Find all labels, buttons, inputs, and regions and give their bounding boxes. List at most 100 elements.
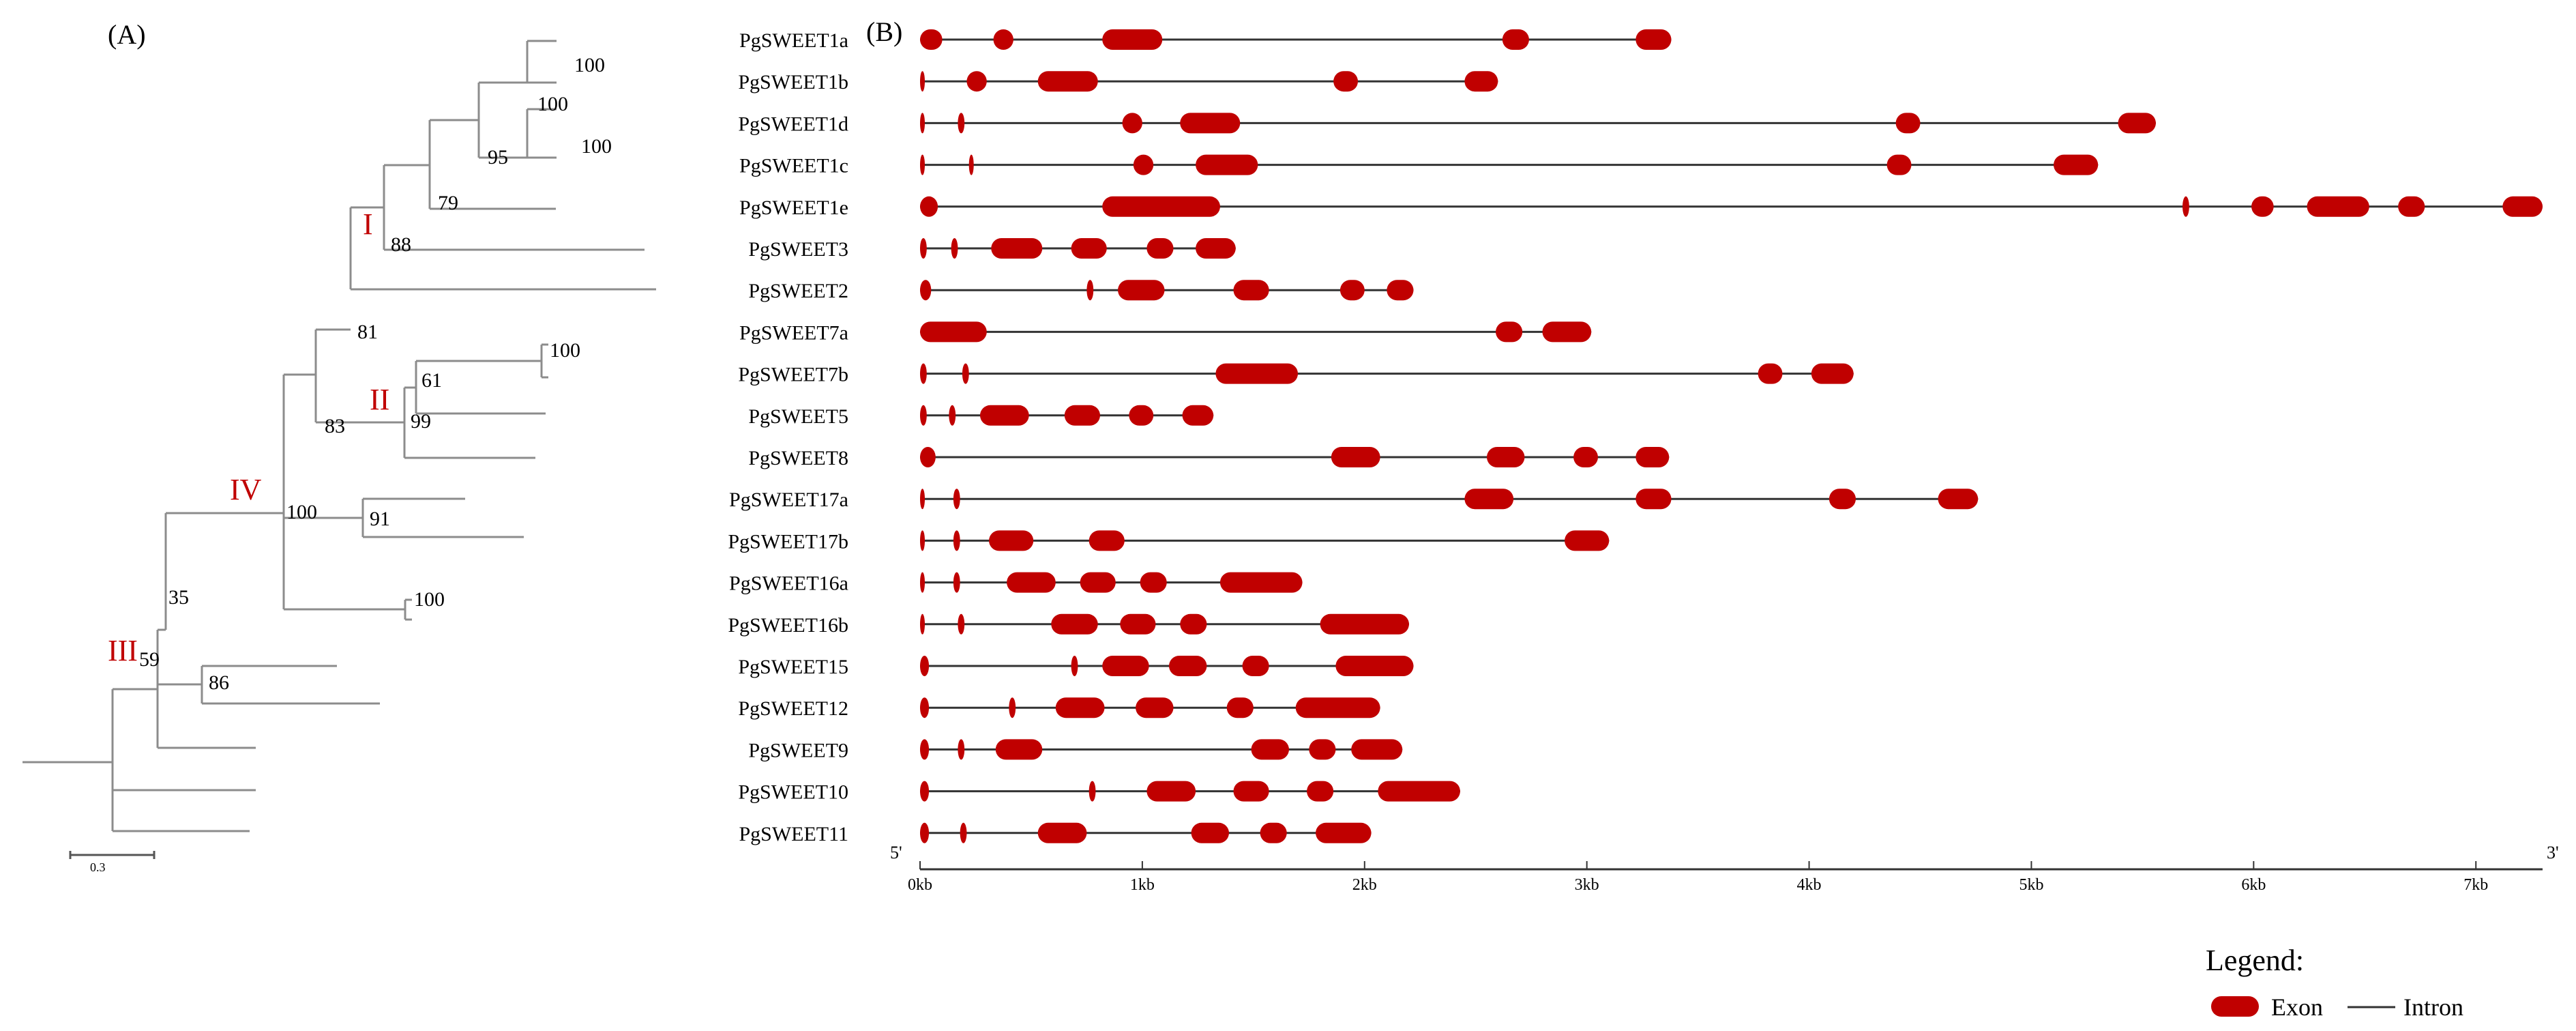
exon-block [1335, 656, 1414, 676]
exon-block [920, 71, 925, 92]
exon-block [958, 113, 965, 134]
clade-label-iv: IV [230, 473, 262, 506]
axis-tick-label: 1kb [1130, 876, 1155, 894]
exon-block [1191, 822, 1229, 843]
gene-row: PgSWEET1a [739, 29, 1672, 52]
exon-block [1502, 29, 1529, 50]
exon-block [1071, 656, 1078, 676]
exon-block [1333, 71, 1359, 92]
exon-block [1307, 781, 1334, 802]
exon-block [1387, 280, 1414, 301]
gene-name: PgSWEET12 [738, 697, 848, 720]
exon-block [958, 613, 965, 635]
exon-block [1037, 822, 1087, 843]
bootstrap-value: 79 [438, 192, 458, 214]
axis-ticks: 0kb 1kb 2kb 3kb 4kb 5kb 6kb 7kb [908, 861, 2488, 894]
exon-block [1215, 363, 1299, 384]
exon-block [951, 238, 958, 259]
kb-axis: 5' 3' 0kb 1kb 2kb 3kb 4kb 5kb 6kb 7kb [890, 843, 2559, 894]
five-prime-end-label: 5' [890, 843, 902, 862]
exon-block [1758, 363, 1783, 384]
exon-block [1295, 697, 1380, 718]
exon-block [920, 822, 930, 843]
exon-block [953, 572, 960, 593]
axis-tick-label: 2kb [1352, 876, 1377, 894]
panel-b-label: (B) [866, 16, 902, 47]
exon-block [920, 697, 930, 718]
bootstrap-value: 100 [550, 339, 580, 362]
bootstrap-value: 86 [209, 671, 229, 694]
gene-name: PgSWEET1a [739, 29, 848, 52]
exon-block [1182, 405, 1214, 426]
gene-row: PgSWEET12 [738, 697, 1380, 720]
exon-block [1464, 489, 1514, 510]
exon-block [1886, 154, 1912, 175]
gene-row: PgSWEET7a [739, 321, 1592, 344]
three-prime-end-label: 3' [2547, 843, 2559, 862]
exon-block [920, 196, 938, 217]
exon-block [920, 656, 930, 676]
axis-tick-label: 5kb [2019, 876, 2043, 894]
gene-name: PgSWEET2 [748, 280, 848, 302]
exon-block [2118, 113, 2156, 134]
gene-row: PgSWEET17b [728, 530, 1610, 553]
exon-block [1180, 613, 1207, 635]
legend-title: Legend: [2206, 944, 2304, 977]
axis-tick-label: 3kb [1575, 876, 1599, 894]
gene-name: PgSWEET16a [729, 572, 848, 595]
exon-block [920, 781, 930, 802]
gene-row: PgSWEET7b [738, 363, 1854, 386]
gene-name: PgSWEET8 [748, 447, 848, 469]
bootstrap-value: 100 [414, 588, 445, 611]
exon-block [1102, 656, 1149, 676]
gene-name: PgSWEET1c [739, 155, 848, 177]
exon-block [1487, 447, 1525, 467]
panel-a-phylogenetic-tree [23, 40, 656, 859]
bootstrap-value: 35 [168, 586, 189, 609]
bootstrap-value: 100 [574, 54, 605, 76]
exon-block [920, 29, 943, 50]
exon-block [1496, 321, 1523, 343]
bootstrap-value: 59 [139, 648, 160, 671]
gene-name: PgSWEET1e [739, 197, 848, 219]
exon-block [1309, 739, 1336, 760]
exon-block [991, 238, 1043, 259]
axis-tick-label: 0kb [908, 876, 932, 894]
gene-row: PgSWEET16b [728, 613, 1409, 637]
exon-block [920, 447, 936, 467]
gene-row: PgSWEET5 [748, 405, 1214, 428]
exon-block [1339, 280, 1365, 301]
legend-exon-swatch [2211, 996, 2259, 1017]
exon-block [1573, 447, 1598, 467]
exon-block [1895, 113, 1921, 134]
exon-block [979, 405, 1029, 426]
exon-block [1080, 572, 1116, 593]
exon-block [960, 822, 967, 843]
exon-block [920, 321, 987, 343]
exon-block [1233, 280, 1269, 301]
exon-block [1242, 656, 1269, 676]
legend-exon-label: Exon [2271, 993, 2323, 1021]
exon-block [1251, 739, 1289, 760]
bootstrap-value: 83 [325, 415, 345, 437]
exon-block [993, 29, 1013, 50]
gene-name: PgSWEET17b [728, 530, 848, 553]
gene-row: PgSWEET9 [748, 739, 1403, 761]
exon-block [1146, 238, 1174, 259]
exon-block [1071, 238, 1107, 259]
clade-label-iii: III [108, 634, 138, 667]
exon-block [920, 739, 930, 760]
exon-block [953, 489, 960, 510]
legend: Legend: Exon Intron [2206, 944, 2463, 1021]
gene-row: PgSWEET17a [729, 489, 1979, 511]
exon-block [1635, 29, 1672, 50]
exon-block [1378, 781, 1460, 802]
gene-name: PgSWEET16b [728, 614, 848, 637]
exon-block [1136, 697, 1174, 718]
gene-row: PgSWEET10 [738, 781, 1460, 804]
axis-tick-label: 6kb [2241, 876, 2266, 894]
gene-row: PgSWEET16a [729, 572, 1303, 595]
gene-row: PgSWEET1c [739, 154, 2099, 177]
legend-intron-label: Intron [2403, 993, 2463, 1021]
exon-block [1133, 154, 1154, 175]
